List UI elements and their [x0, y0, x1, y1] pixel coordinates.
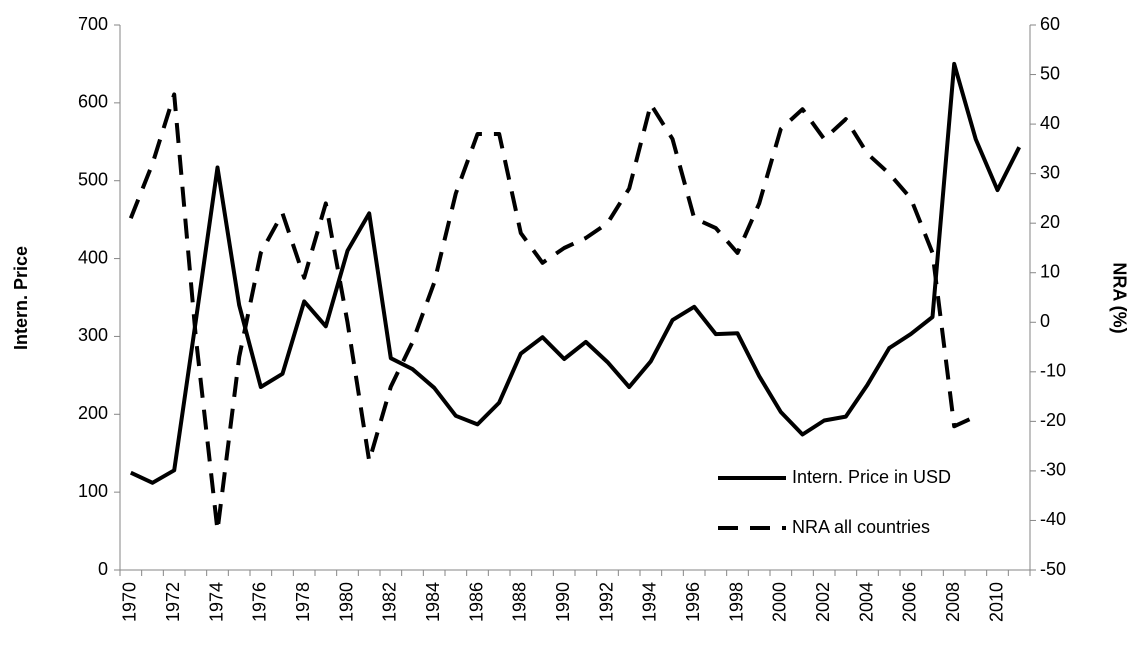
x-tick-label: 1982	[380, 582, 400, 622]
y2-tick-label: 10	[1040, 261, 1060, 281]
x-tick-label: 1984	[423, 582, 443, 622]
x-tick-label: 1978	[293, 582, 313, 622]
series-line	[128, 92, 977, 533]
x-tick-label: 2004	[856, 582, 876, 622]
y-tick-label: 600	[78, 92, 108, 112]
x-tick-label: 1990	[553, 582, 573, 622]
x-tick-label: 1972	[163, 582, 183, 622]
x-tick-label: 1970	[120, 582, 140, 622]
x-tick-label: 1974	[206, 582, 226, 622]
x-tick-label: 1980	[336, 582, 356, 622]
y2-axis-title: NRA (%)	[1109, 262, 1129, 333]
x-tick-label: 1988	[510, 582, 530, 622]
legend-label: NRA all countries	[792, 517, 930, 537]
x-tick-label: 1992	[596, 582, 616, 622]
y2-tick-label: -40	[1040, 509, 1066, 529]
y-axis-title: Intern. Price	[11, 246, 31, 350]
y2-tick-label: 30	[1040, 162, 1060, 182]
x-tick-label: 2000	[770, 582, 790, 622]
legend-label: Intern. Price in USD	[792, 467, 951, 487]
y-tick-label: 300	[78, 325, 108, 345]
y2-tick-label: -20	[1040, 410, 1066, 430]
y2-tick-label: 40	[1040, 113, 1060, 133]
x-tick-label: 1996	[683, 582, 703, 622]
y2-tick-label: -10	[1040, 361, 1066, 381]
series-line	[129, 61, 1021, 485]
y2-tick-label: 50	[1040, 63, 1060, 83]
x-tick-label: 2006	[900, 582, 920, 622]
x-tick-label: 2010	[986, 582, 1006, 622]
y2-tick-label: -50	[1040, 559, 1066, 579]
y2-tick-label: 0	[1040, 311, 1050, 331]
y2-tick-label: 60	[1040, 14, 1060, 34]
y-tick-label: 400	[78, 247, 108, 267]
x-tick-label: 1986	[466, 582, 486, 622]
y-tick-label: 100	[78, 481, 108, 501]
x-tick-label: 2002	[813, 582, 833, 622]
y-tick-label: 500	[78, 169, 108, 189]
y-tick-label: 0	[98, 559, 108, 579]
y-tick-label: 200	[78, 403, 108, 423]
y-tick-label: 700	[78, 14, 108, 34]
x-tick-label: 1994	[640, 582, 660, 622]
y2-tick-label: -30	[1040, 460, 1066, 480]
x-tick-label: 1998	[726, 582, 746, 622]
y2-tick-label: 20	[1040, 212, 1060, 232]
x-tick-label: 1976	[250, 582, 270, 622]
x-tick-label: 2008	[943, 582, 963, 622]
